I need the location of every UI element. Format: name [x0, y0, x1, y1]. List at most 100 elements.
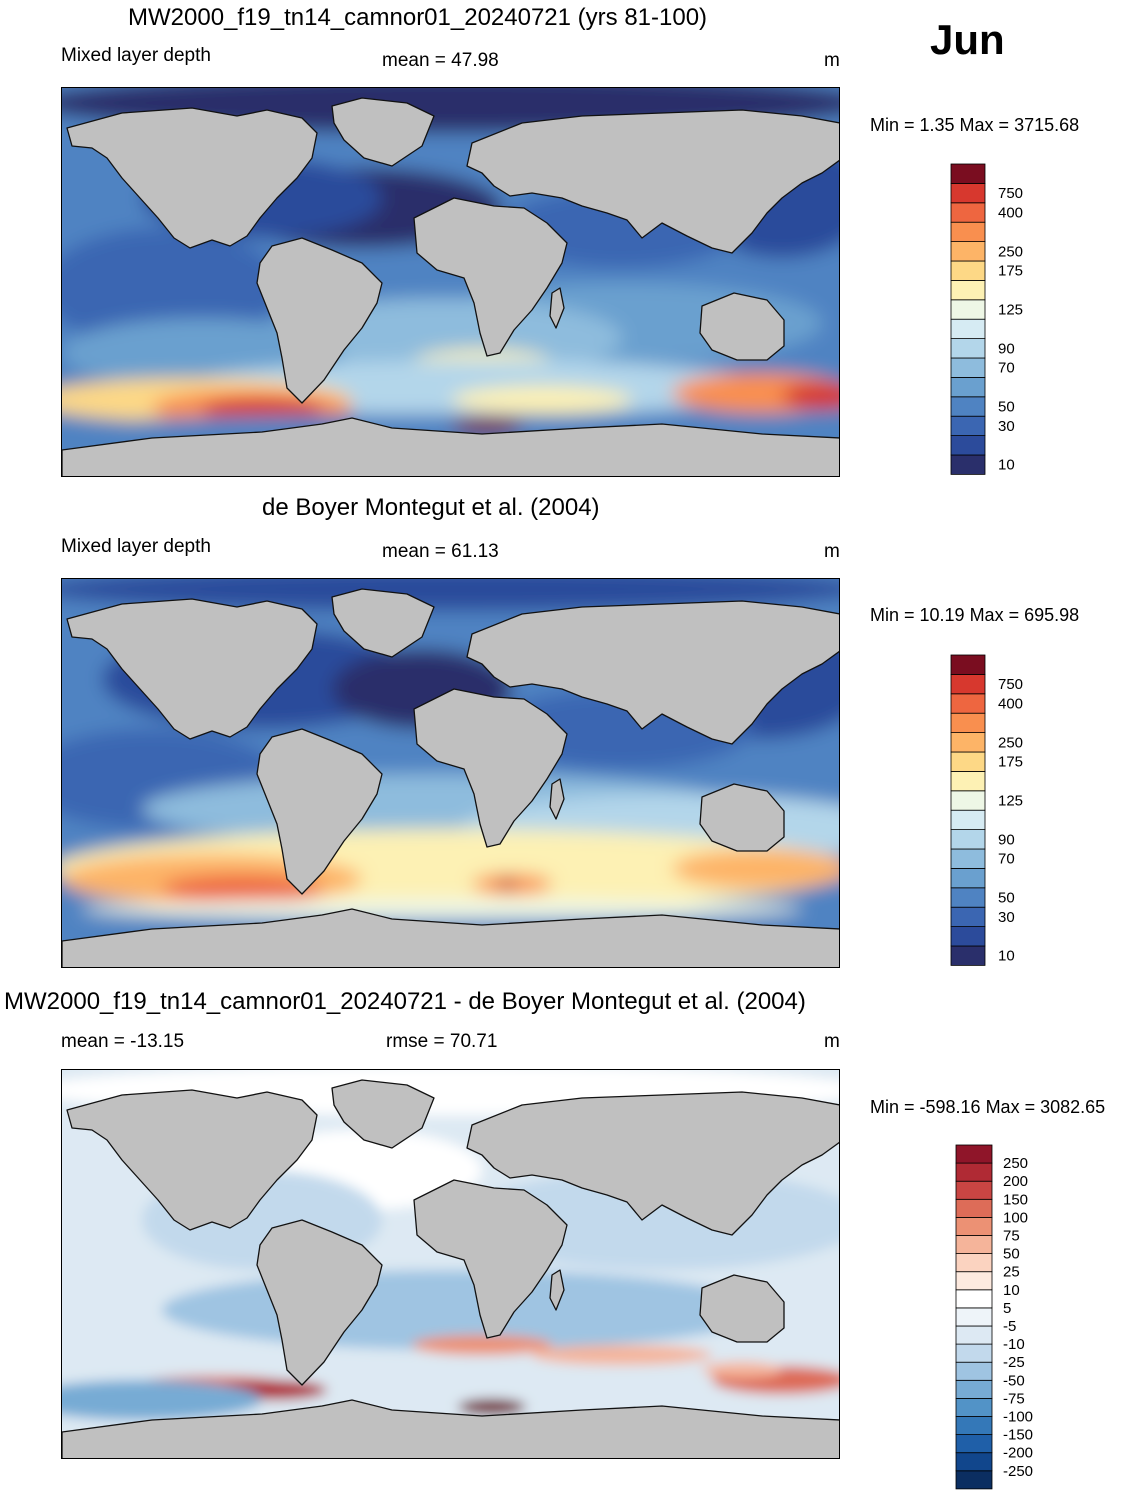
colorbar-tick-label: 30: [998, 909, 1015, 926]
panel-2-title: de Boyer Montegut et al. (2004): [262, 494, 600, 521]
colorbar-tick-label: 5: [1003, 1300, 1011, 1317]
colorbar-box: [955, 1325, 993, 1345]
panel-1-variable-label: Mixed layer depth: [61, 45, 211, 66]
colorbar-tick-label: 70: [998, 360, 1015, 377]
colorbar-tick-label: 10: [1003, 1282, 1020, 1299]
colorbar-box: [955, 1198, 993, 1218]
continent-australia: [699, 783, 785, 852]
colorbar-box: [950, 182, 986, 204]
continent-madagascar: [549, 1269, 565, 1311]
colorbar-box: [950, 318, 986, 339]
colorbar-box: [950, 867, 986, 889]
continent-north-america: [66, 1089, 318, 1231]
colorbar-box: [950, 848, 986, 869]
panel-2-colorbar: 10 30 50 70 90 125 175 250 400 750: [950, 654, 1050, 968]
panel-3-units: m: [824, 1031, 840, 1052]
colorbar-box: [950, 887, 986, 908]
colorbar-tick-label: -5: [1003, 1318, 1016, 1335]
panel-1-title: MW2000_f19_tn14_camnor01_20240721 (yrs 8…: [128, 4, 708, 31]
colorbar-box: [950, 454, 986, 475]
continent-antarctica: [62, 908, 839, 967]
continent-north-america: [66, 598, 318, 740]
panel-1-units: m: [824, 50, 840, 71]
continent-madagascar: [549, 778, 565, 820]
colorbar-box: [950, 221, 986, 243]
panel-3-title: MW2000_f19_tn14_camnor01_20240721 - de B…: [4, 988, 806, 1015]
continent-madagascar: [549, 287, 565, 329]
panel-3-rmse-label: rmse = 70.71: [386, 1031, 498, 1052]
panel-3-minmax: Min = -598.16 Max = 3082.65: [870, 1097, 1106, 1117]
panel-2-units: m: [824, 541, 840, 562]
colorbar-tick-label: 200: [1003, 1173, 1028, 1190]
colorbar-tick-label: 25: [1003, 1264, 1020, 1281]
colorbar-box: [950, 790, 986, 811]
colorbar-box: [950, 357, 986, 378]
panel-1-colorbar: 10 30 50 70 90 125 175 250 400 750: [950, 163, 1050, 477]
colorbar-box: [950, 260, 986, 281]
colorbar-box: [950, 693, 986, 714]
colorbar-box: [950, 945, 986, 966]
colorbar-box: [955, 1307, 993, 1327]
colorbar-tick-label: 175: [998, 754, 1023, 771]
panel-2-minmax: Min = 10.19 Max = 695.98: [870, 605, 1080, 625]
continent-africa: [413, 197, 568, 357]
panel-2-variable-label: Mixed layer depth: [61, 536, 211, 557]
colorbar-tick-label: 100: [1003, 1209, 1028, 1226]
continent-south-america: [256, 237, 383, 404]
panel-3-colorbar: -250 -200 -150 -100 -75 -50 -25 -10 -5 5 10 25 50 75 1…: [955, 1144, 1055, 1492]
colorbar-box: [955, 1343, 993, 1363]
colorbar-box: [950, 163, 986, 184]
colorbar-box: [955, 1144, 993, 1164]
colorbar-box: [950, 751, 986, 772]
colorbar-tick-label: 250: [998, 734, 1023, 751]
colorbar-tick-label: 30: [998, 418, 1015, 435]
colorbar-box: [950, 396, 986, 417]
continent-australia: [699, 1274, 785, 1343]
colorbar-tick-label: 50: [998, 890, 1015, 907]
colorbar-box: [950, 435, 986, 456]
colorbar-box: [955, 1470, 993, 1490]
panel-2-mean-label: mean = 61.13: [382, 541, 499, 562]
continent-south-america: [256, 1219, 383, 1386]
colorbar-tick-label: 10: [998, 948, 1015, 965]
colorbar-box: [950, 712, 986, 734]
colorbar-box: [950, 654, 986, 675]
colorbar-box: [955, 1379, 993, 1399]
colorbar-tick-label: 750: [998, 676, 1023, 693]
colorbar-tick-label: 90: [998, 340, 1015, 357]
colorbar-box: [950, 732, 986, 753]
panel-1-mean-label: mean = 47.98: [382, 50, 499, 71]
continent-eurasia: [466, 1091, 839, 1236]
colorbar-box: [950, 241, 986, 262]
colorbar-tick-label: 75: [1003, 1228, 1020, 1245]
colorbar-box: [955, 1235, 993, 1255]
colorbar-box: [955, 1434, 993, 1454]
panel-1-map: [61, 87, 840, 477]
colorbar-box: [950, 906, 986, 927]
colorbar-box: [955, 1397, 993, 1417]
colorbar-box: [955, 1452, 993, 1472]
colorbar-box: [955, 1361, 993, 1381]
colorbar-tick-label: -200: [1003, 1445, 1033, 1462]
colorbar-box: [950, 771, 986, 792]
colorbar-tick-label: -50: [1003, 1372, 1025, 1389]
colorbar-tick-label: -75: [1003, 1390, 1025, 1407]
continent-australia: [699, 292, 785, 361]
colorbar-tick-label: 10: [998, 457, 1015, 474]
colorbar-tick-label: 250: [1003, 1155, 1028, 1172]
colorbar-box: [950, 376, 986, 398]
colorbar-tick-label: 125: [998, 302, 1023, 319]
continent-north-america: [66, 107, 318, 249]
continent-greenland: [331, 588, 435, 658]
colorbar-box: [950, 809, 986, 830]
colorbar-box: [955, 1253, 993, 1273]
colorbar-tick-label: 90: [998, 831, 1015, 848]
colorbar-tick-label: 400: [998, 205, 1023, 222]
colorbar-box: [950, 299, 986, 320]
colorbar-box: [950, 338, 986, 359]
colorbar-box: [950, 202, 986, 223]
colorbar-tick-label: 125: [998, 793, 1023, 810]
panel-1-minmax: Min = 1.35 Max = 3715.68: [870, 115, 1080, 135]
colorbar-tick-label: 50: [998, 399, 1015, 416]
colorbar-box: [955, 1289, 993, 1309]
